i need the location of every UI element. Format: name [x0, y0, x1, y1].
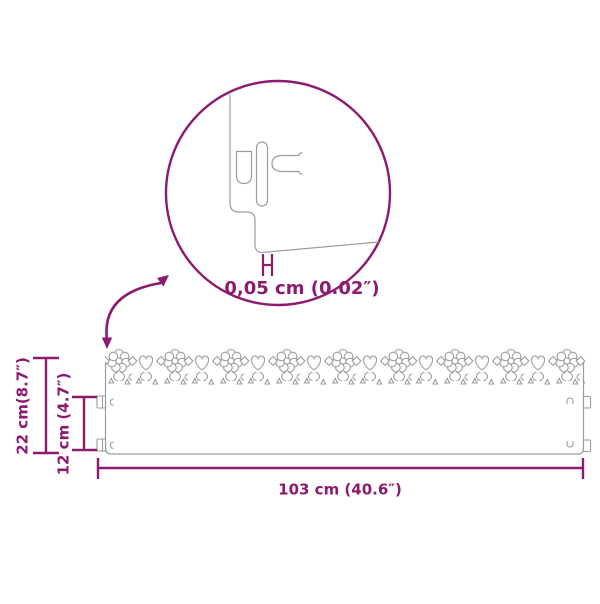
right-connector-top: [566, 395, 592, 409]
detail-profile: [229, 94, 380, 254]
right-connector-bottom: [566, 439, 592, 453]
lace-end-edges: [104, 362, 585, 386]
panel-edge-profile: [229, 94, 380, 254]
dimension-width: 103 cm (40.6″): [96, 458, 585, 499]
total-height-label: 22 cm(8.7″): [14, 357, 32, 455]
pill-slot-cutout: [255, 141, 269, 207]
panel-body-outline: [104, 386, 585, 455]
detail-circle: 0,05 cm (0.02″): [164, 79, 392, 307]
u-slot-cutout: [235, 150, 253, 185]
left-connector-bottom: [96, 438, 114, 452]
product-drawing: [96, 348, 592, 455]
zoom-arrow-head-bottom: [101, 337, 113, 349]
zoom-arrow-head-top: [157, 275, 169, 287]
hook-tab-cutout: [271, 151, 303, 176]
thickness-marker-icon: [261, 254, 274, 276]
lace-border-pattern: [105, 348, 585, 388]
panel-height-label: 12 cm (4.7″): [55, 373, 73, 476]
left-connector-top: [96, 395, 114, 409]
dimension-total-height: 22 cm(8.7″): [14, 356, 59, 455]
zoom-arrow-icon: [101, 275, 169, 349]
detail-circle-outline: [164, 79, 392, 307]
width-label: 103 cm (40.6″): [278, 481, 402, 499]
dimension-panel-height: 12 cm (4.7″): [55, 373, 97, 476]
thickness-label: 0,05 cm (0.02″): [224, 278, 379, 299]
zoom-arrow-curve: [105, 281, 162, 341]
